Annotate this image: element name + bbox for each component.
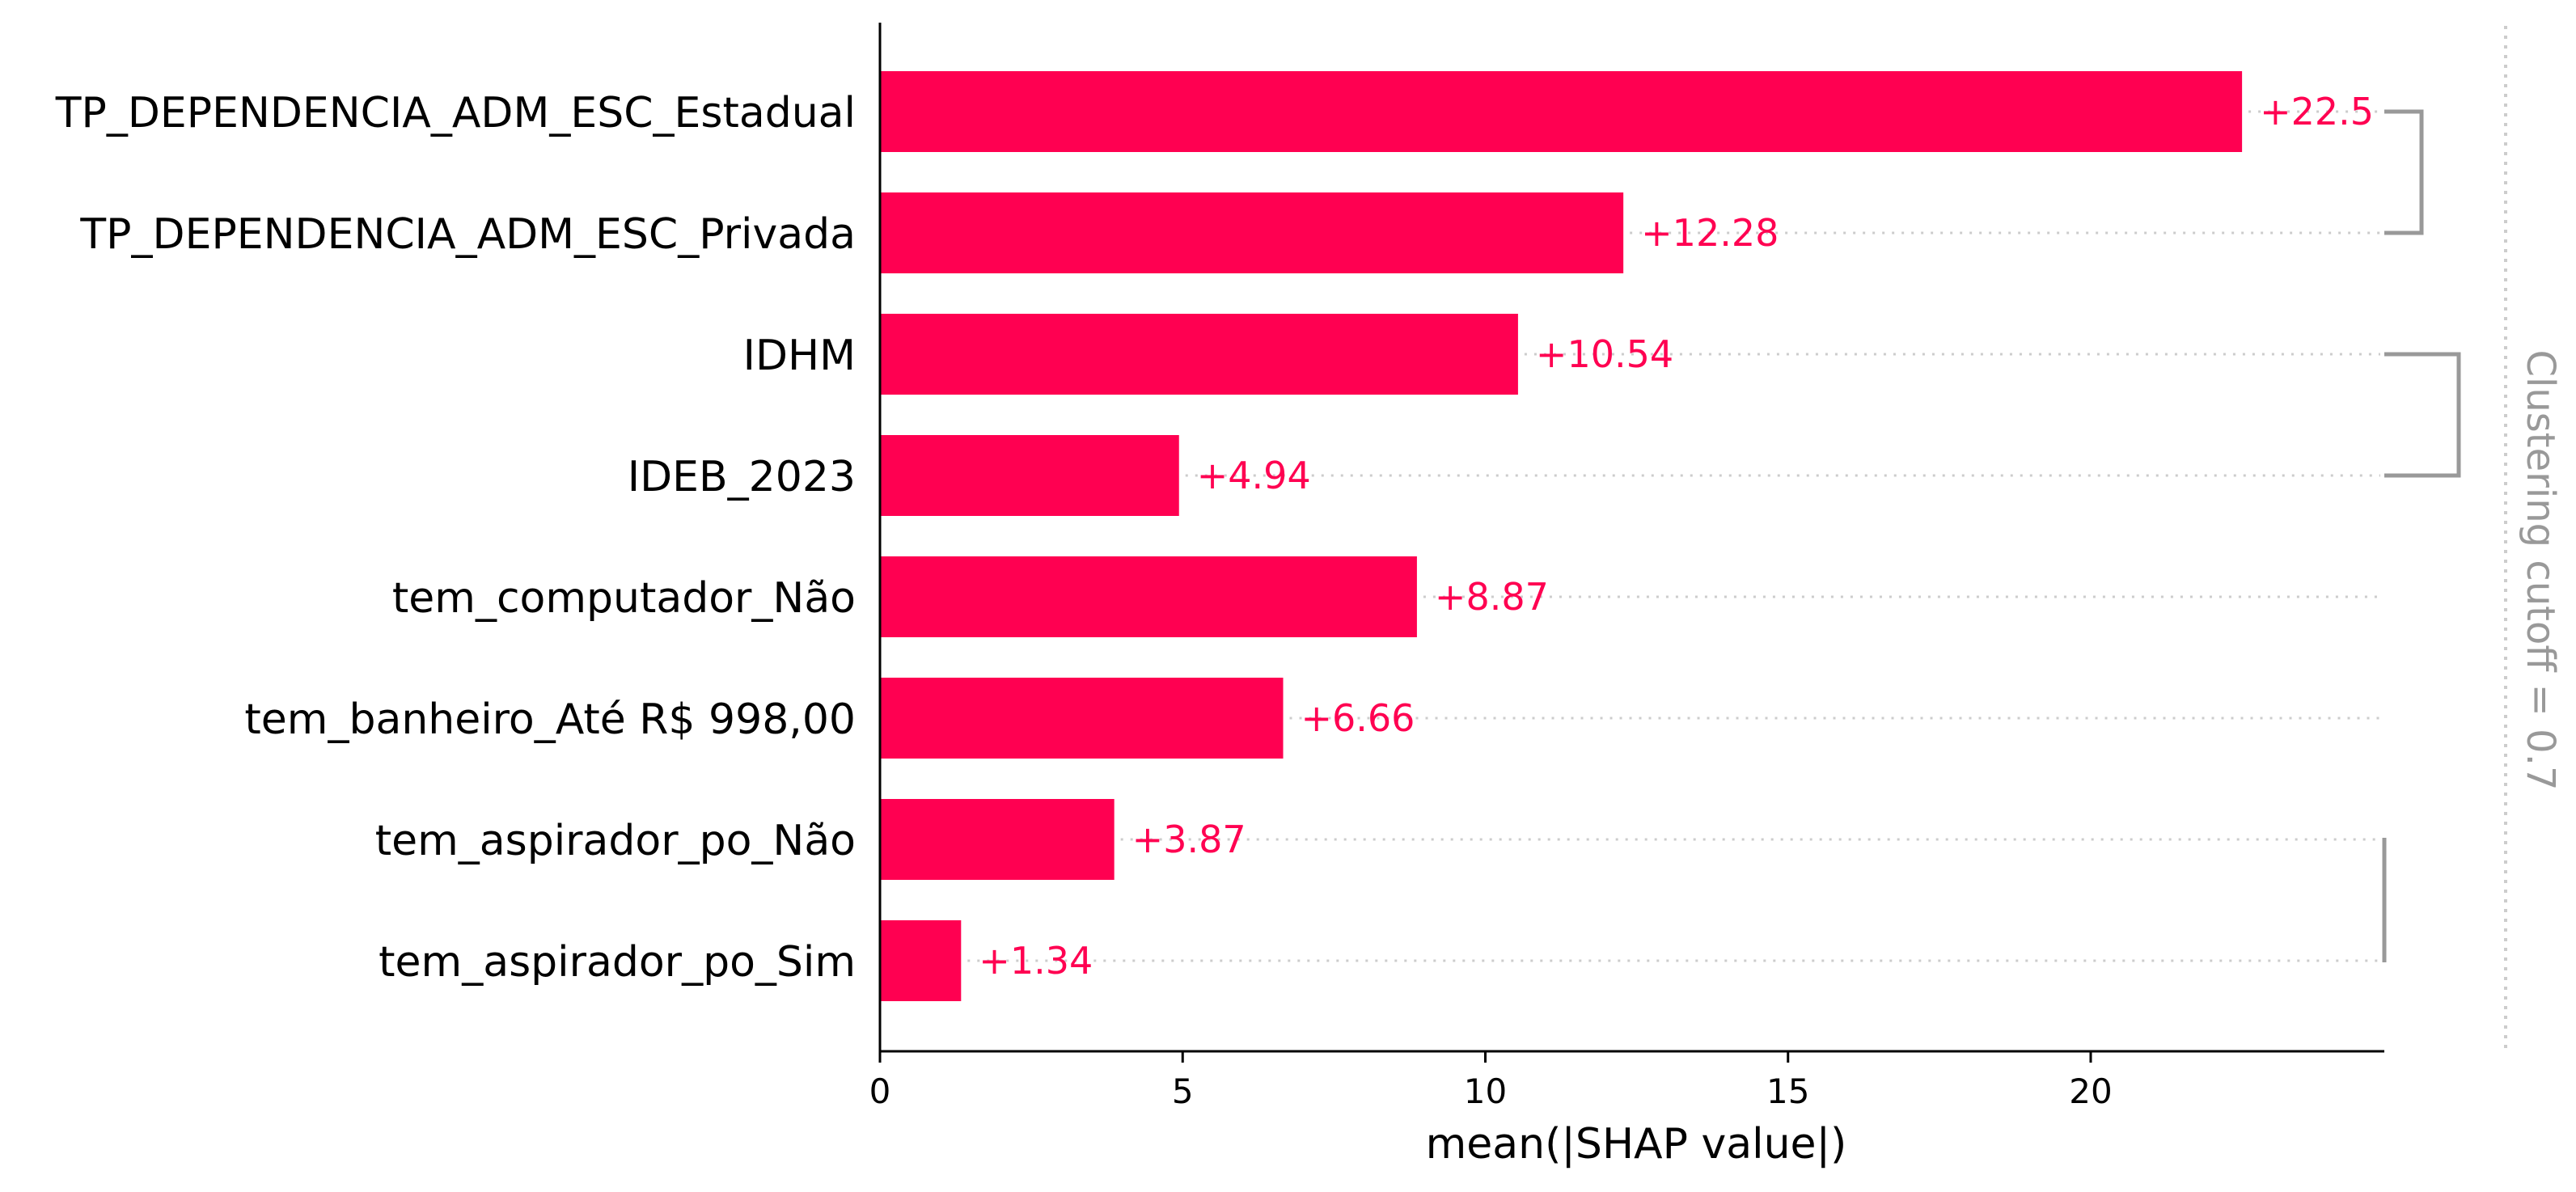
- x-tick-label: 10: [1464, 1072, 1507, 1111]
- x-tick-label: 20: [2069, 1072, 2112, 1111]
- axes: [878, 23, 2384, 1053]
- bar: [880, 71, 2243, 152]
- dendrogram-bracket: [2384, 109, 2424, 235]
- bar-value-label: +3.87: [1132, 818, 1246, 861]
- bar-value-label: +4.94: [1197, 454, 1311, 497]
- feature-label: tem_banheiro_Até R$ 998,00: [244, 695, 856, 744]
- value-labels: +22.5 +12.28 +10.54 +4.94 +8.87 +6.66 +3.87 +1.…: [979, 90, 2374, 983]
- bar: [880, 920, 962, 1001]
- x-axis-title: mean(|SHAP value|): [1426, 1120, 1847, 1169]
- bar-value-label: +12.28: [1641, 211, 1779, 255]
- bar: [880, 435, 1179, 516]
- clustering-dendrogram: [2382, 109, 2461, 962]
- feature-label: IDEB_2023: [628, 453, 856, 501]
- bar: [880, 314, 1518, 395]
- bar-value-label: +8.87: [1435, 575, 1549, 619]
- feature-labels: TP_DEPENDENCIA_ADM_ESC_Estadual TP_DEPEND…: [55, 89, 856, 987]
- feature-label: tem_aspirador_po_Sim: [379, 938, 856, 987]
- bar: [880, 799, 1115, 880]
- x-ticks: 0 5 10 15 20: [869, 1051, 2113, 1111]
- feature-label: IDHM: [743, 332, 856, 380]
- bar-value-label: +22.5: [2260, 90, 2374, 133]
- x-tick-label: 5: [1172, 1072, 1194, 1111]
- bars: [880, 71, 2243, 1001]
- feature-label: TP_DEPENDENCIA_ADM_ESC_Estadual: [55, 89, 856, 137]
- feature-label: TP_DEPENDENCIA_ADM_ESC_Privada: [79, 210, 856, 259]
- bar-value-label: +10.54: [1536, 332, 1673, 376]
- x-tick-label: 15: [1766, 1072, 1809, 1111]
- bar-value-label: +6.66: [1301, 696, 1415, 740]
- feature-label: tem_computador_Não: [392, 574, 856, 623]
- clustering-cutoff-label: Clustering cutoff = 0.7: [2518, 350, 2563, 791]
- row-guide-lines: [967, 110, 2380, 962]
- x-tick-label: 0: [869, 1072, 891, 1111]
- bar-value-label: +1.34: [979, 939, 1093, 983]
- feature-label: tem_aspirador_po_Não: [375, 817, 856, 865]
- bar: [880, 192, 1624, 273]
- bar: [880, 678, 1284, 759]
- dendrogram-bracket: [2384, 352, 2461, 478]
- bar: [880, 556, 1417, 637]
